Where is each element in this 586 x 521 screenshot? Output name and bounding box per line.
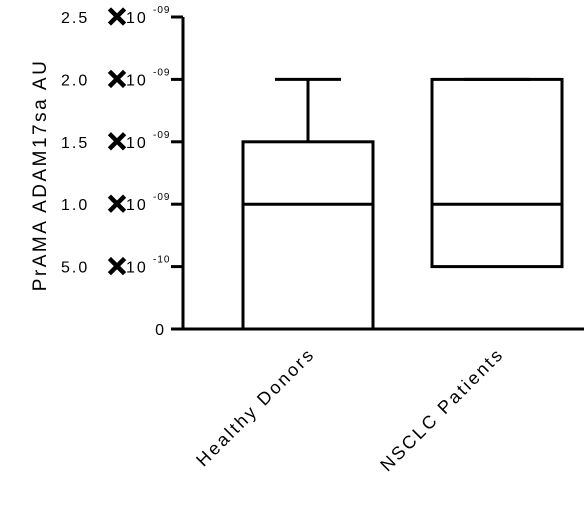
y-tick-text: 0 (155, 322, 166, 339)
x-category-label: NSCLC Patients (376, 344, 508, 476)
y-tick-exponent: -10 (153, 255, 170, 266)
y-tick-mantissa: 1.0 (61, 197, 89, 214)
iqr-box (432, 79, 562, 266)
y-tick-base: 10 (126, 10, 148, 27)
y-tick-base: 10 (126, 135, 148, 152)
times-icon (111, 11, 123, 23)
y-tick-label: 2.0 10 -09 (61, 67, 170, 89)
y-tick-exponent: -09 (153, 5, 170, 16)
y-tick-label: 0 (155, 322, 166, 339)
y-tick-base: 10 (126, 197, 148, 214)
x-category-label: Healthy Donors (192, 344, 319, 471)
times-icon (111, 198, 123, 210)
box-2 (432, 79, 562, 266)
y-tick-exponent: -09 (153, 192, 170, 203)
y-tick-label: 2.5 10 -09 (61, 5, 170, 27)
y-tick-base: 10 (126, 72, 148, 89)
y-tick-base: 10 (126, 260, 148, 277)
times-icon (111, 135, 123, 147)
y-tick-exponent: -09 (153, 67, 170, 78)
iqr-box (243, 142, 373, 329)
y-tick-label: 1.5 10 -09 (61, 130, 170, 152)
box-1 (243, 79, 373, 329)
y-tick-mantissa: 2.5 (61, 10, 89, 27)
y-tick-mantissa: 5.0 (61, 260, 89, 277)
y-tick-mantissa: 2.0 (61, 72, 89, 89)
y-axis-label: PrAMA ADAM17sa AU (30, 59, 51, 292)
x-category-labels: Healthy Donors NSCLC Patients (192, 344, 508, 476)
box-series (243, 79, 562, 329)
y-tick-label: 1.0 10 -09 (61, 192, 170, 214)
times-icon (111, 73, 123, 85)
axes: 0 5.0 10 -10 1.0 10 -09 1.5 10 -09 2.0 10 -09 2.5 10 -0… (61, 5, 584, 339)
times-icon (111, 260, 123, 272)
y-tick-exponent: -09 (153, 130, 170, 141)
y-tick-label: 5.0 10 -10 (61, 255, 170, 277)
y-tick-mantissa: 1.5 (61, 135, 89, 152)
